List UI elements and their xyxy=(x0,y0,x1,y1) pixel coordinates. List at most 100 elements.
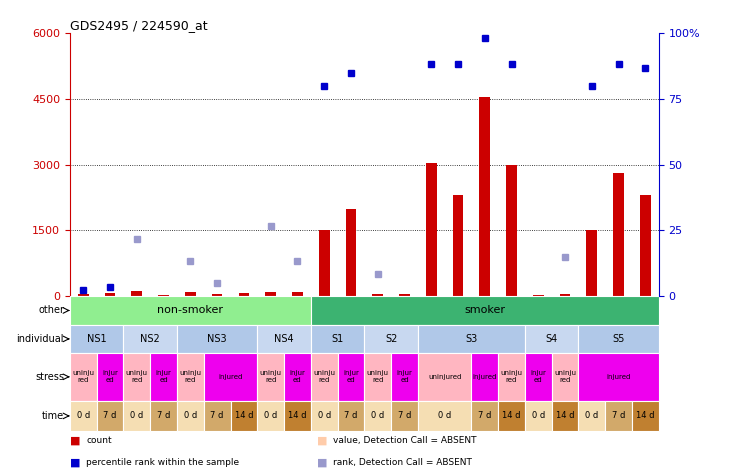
Text: NS4: NS4 xyxy=(275,334,294,344)
Text: time: time xyxy=(42,411,64,421)
Bar xyxy=(177,325,258,353)
Text: 0 d: 0 d xyxy=(317,411,330,420)
Bar xyxy=(212,294,222,296)
Text: injur
ed: injur ed xyxy=(155,370,171,383)
Bar xyxy=(426,163,436,296)
Bar xyxy=(587,230,597,296)
Text: injur
ed: injur ed xyxy=(397,370,412,383)
Text: S2: S2 xyxy=(385,334,397,344)
Text: 7 d: 7 d xyxy=(344,411,358,420)
Text: S1: S1 xyxy=(331,334,344,344)
Bar xyxy=(105,293,116,296)
Bar xyxy=(158,295,169,296)
Bar xyxy=(364,325,418,353)
Bar xyxy=(418,325,525,353)
Bar xyxy=(70,325,124,353)
Bar xyxy=(177,401,204,431)
Bar xyxy=(559,294,570,296)
Text: injur
ed: injur ed xyxy=(531,370,546,383)
Bar xyxy=(311,296,659,325)
Bar xyxy=(338,353,364,401)
Text: 14 d: 14 d xyxy=(502,411,521,420)
Bar xyxy=(96,353,124,401)
Bar xyxy=(204,353,258,401)
Bar xyxy=(258,325,311,353)
Bar xyxy=(319,230,330,296)
Text: 7 d: 7 d xyxy=(397,411,411,420)
Bar xyxy=(311,401,338,431)
Text: 0 d: 0 d xyxy=(531,411,545,420)
Text: 14 d: 14 d xyxy=(235,411,253,420)
Bar xyxy=(150,353,177,401)
Text: rank, Detection Call = ABSENT: rank, Detection Call = ABSENT xyxy=(333,458,473,466)
Text: uninju
red: uninju red xyxy=(260,370,282,383)
Bar xyxy=(124,325,177,353)
Text: uninju
red: uninju red xyxy=(126,370,148,383)
Text: GDS2495 / 224590_at: GDS2495 / 224590_at xyxy=(70,19,208,32)
Bar xyxy=(506,165,517,296)
Bar xyxy=(533,295,544,296)
Text: S5: S5 xyxy=(612,334,625,344)
Bar xyxy=(230,401,258,431)
Bar xyxy=(640,195,651,296)
Text: percentile rank within the sample: percentile rank within the sample xyxy=(86,458,239,466)
Bar xyxy=(525,401,552,431)
Text: injured: injured xyxy=(606,374,631,380)
Text: ■: ■ xyxy=(70,457,80,467)
Bar xyxy=(70,296,311,325)
Bar xyxy=(78,294,88,296)
Bar xyxy=(372,294,383,296)
Bar xyxy=(578,401,605,431)
Text: 0 d: 0 d xyxy=(77,411,90,420)
Bar xyxy=(70,401,96,431)
Bar xyxy=(605,401,632,431)
Bar xyxy=(578,353,659,401)
Bar xyxy=(204,401,230,431)
Bar xyxy=(578,325,659,353)
Text: 7 d: 7 d xyxy=(103,411,117,420)
Text: NS2: NS2 xyxy=(141,334,160,344)
Text: injured: injured xyxy=(219,374,243,380)
Bar xyxy=(391,353,418,401)
Bar xyxy=(525,325,578,353)
Text: NS3: NS3 xyxy=(208,334,227,344)
Bar xyxy=(284,401,311,431)
Text: injur
ed: injur ed xyxy=(289,370,305,383)
Bar xyxy=(70,353,96,401)
Bar xyxy=(258,401,284,431)
Text: 0 d: 0 d xyxy=(130,411,144,420)
Text: uninju
red: uninju red xyxy=(314,370,335,383)
Bar xyxy=(632,401,659,431)
Bar xyxy=(177,353,204,401)
Text: 7 d: 7 d xyxy=(478,411,492,420)
Bar xyxy=(391,401,418,431)
Bar xyxy=(453,195,464,296)
Bar xyxy=(418,353,471,401)
Bar xyxy=(471,401,498,431)
Bar xyxy=(124,353,150,401)
Text: ■: ■ xyxy=(317,436,328,446)
Text: count: count xyxy=(86,437,112,445)
Text: injured: injured xyxy=(473,374,497,380)
Text: 7 d: 7 d xyxy=(210,411,224,420)
Text: 0 d: 0 d xyxy=(585,411,598,420)
Text: S4: S4 xyxy=(545,334,558,344)
Bar xyxy=(284,353,311,401)
Text: 0 d: 0 d xyxy=(264,411,277,420)
Text: ■: ■ xyxy=(317,457,328,467)
Bar xyxy=(552,401,578,431)
Text: uninju
red: uninju red xyxy=(554,370,576,383)
Bar xyxy=(124,401,150,431)
Bar xyxy=(346,209,356,296)
Bar xyxy=(292,292,302,296)
Text: uninju
red: uninju red xyxy=(72,370,94,383)
Text: 0 d: 0 d xyxy=(184,411,197,420)
Text: 0 d: 0 d xyxy=(438,411,451,420)
Bar xyxy=(265,292,276,296)
Text: uninjured: uninjured xyxy=(428,374,461,380)
Text: injur
ed: injur ed xyxy=(343,370,359,383)
Bar xyxy=(525,353,552,401)
Bar xyxy=(364,401,391,431)
Bar xyxy=(258,353,284,401)
Text: uninju
red: uninju red xyxy=(367,370,389,383)
